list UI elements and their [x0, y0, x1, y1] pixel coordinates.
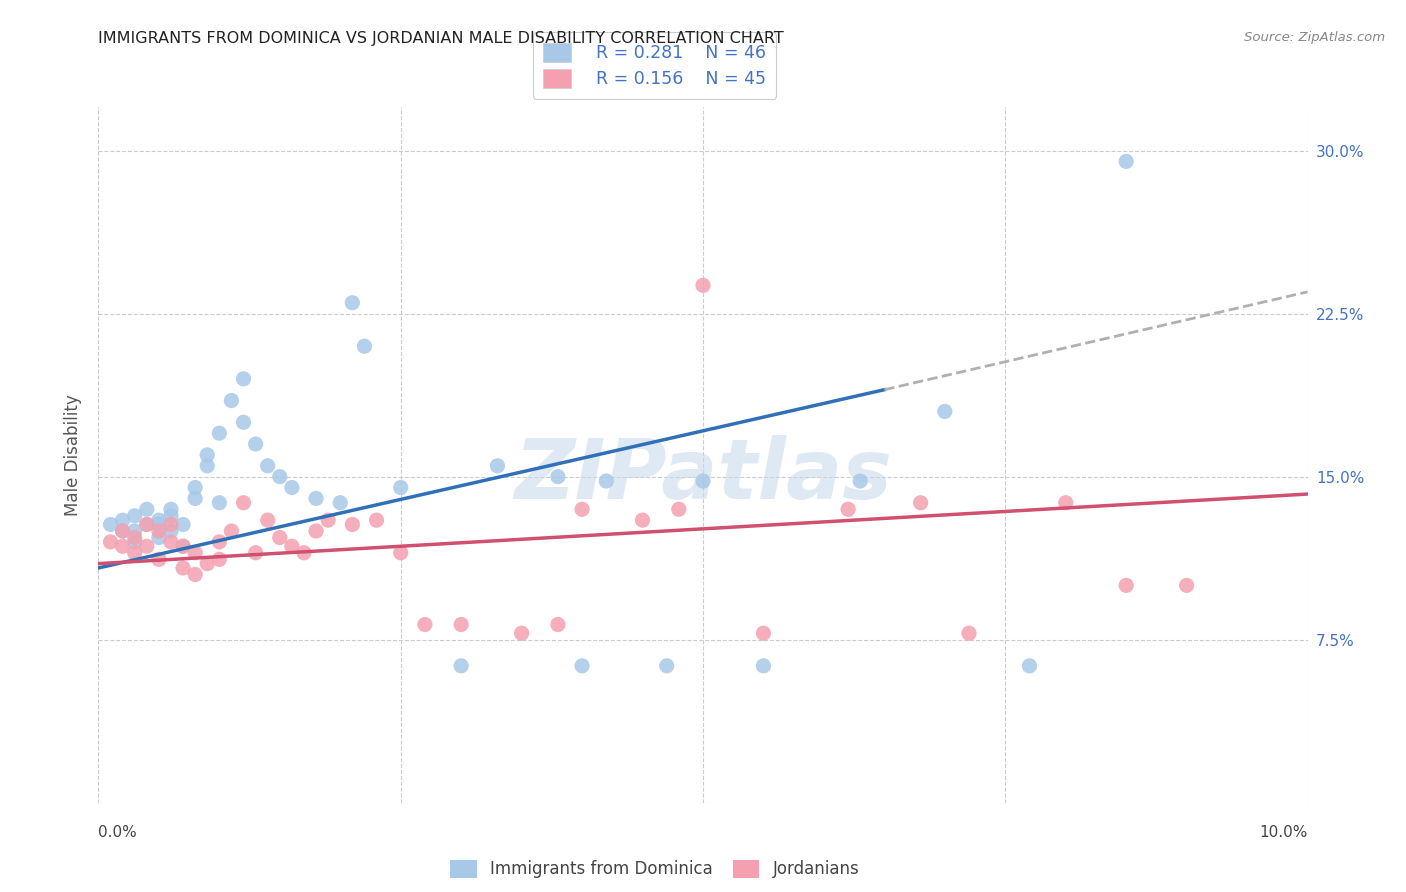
- Point: [413, 617, 436, 632]
- Point: [305, 524, 328, 538]
- Point: [195, 448, 218, 462]
- Point: [256, 458, 278, 473]
- Point: [245, 546, 267, 560]
- Point: [934, 404, 956, 418]
- Point: [172, 517, 194, 532]
- Point: [655, 658, 678, 673]
- Point: [232, 415, 254, 429]
- Point: [692, 278, 714, 293]
- Point: [184, 567, 207, 582]
- Point: [631, 513, 654, 527]
- Point: [353, 339, 375, 353]
- Point: [281, 539, 304, 553]
- Text: 0.0%: 0.0%: [98, 825, 138, 840]
- Point: [1115, 578, 1137, 592]
- Point: [160, 517, 183, 532]
- Point: [571, 502, 593, 516]
- Y-axis label: Male Disability: Male Disability: [65, 394, 83, 516]
- Point: [571, 658, 593, 673]
- Point: [957, 626, 980, 640]
- Point: [329, 496, 352, 510]
- Point: [256, 513, 278, 527]
- Point: [172, 539, 194, 553]
- Legend: Immigrants from Dominica, Jordanians: Immigrants from Dominica, Jordanians: [443, 853, 866, 885]
- Point: [232, 372, 254, 386]
- Point: [160, 508, 183, 523]
- Point: [269, 469, 291, 483]
- Point: [221, 524, 243, 538]
- Point: [269, 531, 291, 545]
- Point: [100, 535, 122, 549]
- Point: [148, 531, 170, 545]
- Point: [124, 508, 146, 523]
- Text: ZIPatlas: ZIPatlas: [515, 435, 891, 516]
- Point: [160, 524, 183, 538]
- Point: [1054, 496, 1077, 510]
- Point: [316, 513, 339, 527]
- Point: [547, 617, 569, 632]
- Point: [124, 535, 146, 549]
- Point: [135, 539, 157, 553]
- Point: [172, 539, 194, 553]
- Point: [1115, 154, 1137, 169]
- Point: [160, 535, 183, 549]
- Point: [752, 626, 775, 640]
- Point: [208, 426, 231, 441]
- Point: [1018, 658, 1040, 673]
- Point: [486, 458, 509, 473]
- Point: [111, 539, 134, 553]
- Point: [510, 626, 533, 640]
- Point: [668, 502, 690, 516]
- Point: [160, 502, 183, 516]
- Point: [195, 458, 218, 473]
- Point: [148, 524, 170, 538]
- Point: [595, 474, 617, 488]
- Point: [342, 295, 364, 310]
- Point: [245, 437, 267, 451]
- Point: [135, 517, 157, 532]
- Point: [547, 469, 569, 483]
- Text: 10.0%: 10.0%: [1260, 825, 1308, 840]
- Point: [124, 524, 146, 538]
- Point: [148, 513, 170, 527]
- Point: [148, 552, 170, 566]
- Point: [148, 517, 170, 532]
- Point: [124, 531, 146, 545]
- Point: [135, 502, 157, 516]
- Point: [305, 491, 328, 506]
- Point: [208, 496, 231, 510]
- Point: [100, 517, 122, 532]
- Point: [281, 481, 304, 495]
- Point: [195, 557, 218, 571]
- Point: [342, 517, 364, 532]
- Point: [849, 474, 872, 488]
- Point: [184, 481, 207, 495]
- Point: [124, 546, 146, 560]
- Point: [111, 513, 134, 527]
- Point: [208, 552, 231, 566]
- Point: [172, 561, 194, 575]
- Point: [184, 491, 207, 506]
- Point: [232, 496, 254, 510]
- Point: [910, 496, 932, 510]
- Point: [752, 658, 775, 673]
- Point: [221, 393, 243, 408]
- Point: [135, 517, 157, 532]
- Point: [450, 617, 472, 632]
- Point: [389, 481, 412, 495]
- Point: [111, 524, 134, 538]
- Point: [184, 546, 207, 560]
- Point: [292, 546, 315, 560]
- Point: [366, 513, 388, 527]
- Point: [1175, 578, 1198, 592]
- Point: [389, 546, 412, 560]
- Point: [692, 474, 714, 488]
- Point: [208, 535, 231, 549]
- Point: [450, 658, 472, 673]
- Point: [111, 524, 134, 538]
- Text: IMMIGRANTS FROM DOMINICA VS JORDANIAN MALE DISABILITY CORRELATION CHART: IMMIGRANTS FROM DOMINICA VS JORDANIAN MA…: [98, 31, 785, 46]
- Text: Source: ZipAtlas.com: Source: ZipAtlas.com: [1244, 31, 1385, 45]
- Point: [837, 502, 859, 516]
